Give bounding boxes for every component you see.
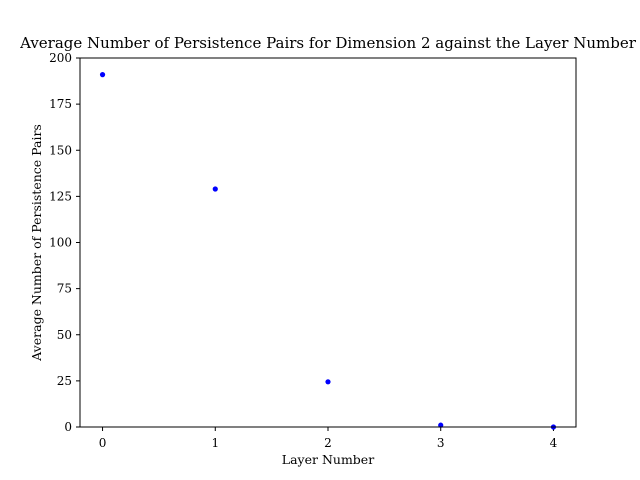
- data-point: [438, 422, 444, 428]
- data-point: [99, 72, 106, 78]
- y-axis-label: Average Number of Persistence Pairs: [29, 124, 44, 362]
- axis-ticks: 0 1 2 3 4 0 25 50 75 100 125 150 175 200: [49, 51, 558, 450]
- data-point: [325, 379, 331, 385]
- y-tick-label: 25: [57, 374, 72, 388]
- y-tick-label: 150: [49, 143, 72, 157]
- x-tick-label: 3: [437, 436, 445, 450]
- y-tick-label: 50: [57, 328, 72, 342]
- x-tick-label: 0: [99, 436, 107, 450]
- y-tick-label: 0: [64, 420, 72, 434]
- data-point: [212, 186, 218, 192]
- data-points: [99, 72, 557, 430]
- x-tick-label: 4: [550, 436, 558, 450]
- chart-title: Average Number of Persistence Pairs for …: [19, 34, 637, 52]
- y-tick-label: 75: [57, 282, 72, 296]
- y-tick-label: 200: [49, 51, 72, 65]
- x-tick-label: 1: [211, 436, 219, 450]
- plot-frame: [79, 57, 577, 428]
- y-tick-label: 125: [49, 189, 72, 203]
- y-tick-label: 100: [49, 236, 72, 250]
- y-tick-label: 175: [49, 97, 72, 111]
- x-tick-label: 2: [324, 436, 332, 450]
- x-axis-label: Layer Number: [282, 452, 374, 467]
